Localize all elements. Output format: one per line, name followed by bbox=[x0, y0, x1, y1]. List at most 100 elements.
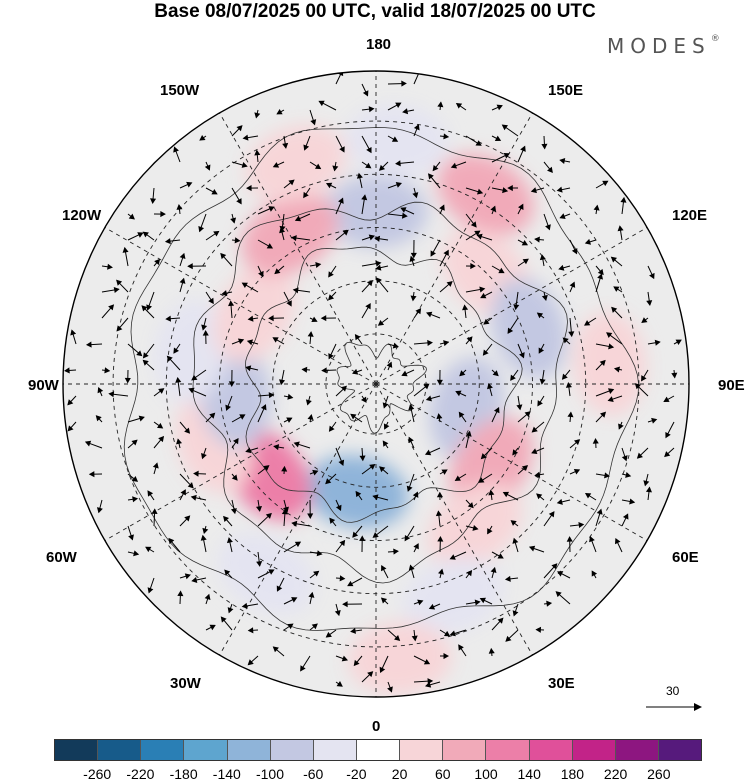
wind-arrow bbox=[465, 524, 479, 531]
brand-text: MODES bbox=[607, 34, 711, 58]
wind-arrow bbox=[395, 160, 415, 167]
wind-arrow bbox=[359, 535, 366, 553]
wind-arrow bbox=[488, 489, 495, 501]
wind-arrow bbox=[439, 204, 445, 215]
wind-arrow bbox=[242, 134, 259, 141]
anomaly-patch bbox=[348, 622, 452, 695]
wind-arrow bbox=[561, 369, 571, 380]
wind-arrow bbox=[410, 291, 417, 302]
colorbar-box bbox=[355, 740, 400, 760]
wind-arrow bbox=[647, 417, 658, 424]
wind-arrow bbox=[458, 411, 467, 423]
wind-arrow bbox=[283, 541, 302, 553]
wind-arrow bbox=[593, 204, 600, 215]
wind-arrow bbox=[465, 499, 474, 509]
wind-arrow bbox=[70, 329, 77, 345]
wind-arrow bbox=[193, 470, 207, 477]
wind-arrow bbox=[534, 471, 545, 478]
wind-arrow bbox=[153, 258, 161, 267]
wind-arrow bbox=[559, 213, 571, 219]
wind-arrow bbox=[254, 109, 261, 119]
wind-arrow bbox=[356, 172, 363, 189]
colorbar-box bbox=[571, 740, 615, 760]
wind-arrow bbox=[432, 161, 441, 172]
wind-arrow bbox=[584, 317, 597, 326]
wind-arrow bbox=[424, 447, 441, 456]
wind-arrow bbox=[567, 411, 574, 423]
wind-arrow bbox=[179, 473, 194, 489]
wind-arrow bbox=[426, 311, 441, 319]
wind-arrow bbox=[245, 365, 259, 372]
wind-arrow bbox=[566, 536, 573, 553]
wind-arrow bbox=[279, 369, 286, 386]
wind-arrow bbox=[382, 395, 389, 409]
wind-arrow bbox=[231, 473, 238, 481]
wind-arrow bbox=[332, 161, 339, 172]
wind-arrow bbox=[543, 213, 551, 231]
wind-arrow bbox=[309, 161, 322, 170]
wind-arrow bbox=[108, 391, 129, 398]
wind-arrow bbox=[406, 473, 415, 492]
wind-arrow bbox=[413, 339, 433, 346]
colorbar-tick-label: -180 bbox=[169, 766, 198, 782]
wind-arrow bbox=[127, 473, 139, 482]
wind-arrow bbox=[254, 149, 261, 163]
wind-arrow bbox=[455, 390, 467, 397]
colorbar-tick-label: 20 bbox=[391, 766, 408, 782]
wind-arrow bbox=[647, 339, 661, 346]
wind-arrow bbox=[439, 249, 449, 267]
wind-arrow bbox=[517, 145, 526, 163]
wind-arrow bbox=[465, 569, 473, 579]
wind-arrow bbox=[300, 655, 311, 672]
lon-label-30e: 30E bbox=[548, 675, 575, 692]
wind-arrow bbox=[613, 286, 623, 293]
wind-arrow bbox=[231, 125, 243, 137]
wind-arrow bbox=[387, 212, 408, 219]
wind-arrow bbox=[361, 194, 368, 215]
wind-arrow bbox=[205, 624, 216, 631]
colorbar-tick-label: -20 bbox=[346, 766, 367, 782]
wind-arrow bbox=[412, 187, 419, 199]
wind-arrow bbox=[437, 101, 444, 111]
wind-arrow bbox=[230, 499, 237, 515]
colorbar-tick-label: 140 bbox=[517, 766, 541, 782]
vector-reference-value: 30 bbox=[666, 684, 680, 698]
wind-arrow bbox=[179, 515, 191, 527]
wind-arrow bbox=[124, 369, 131, 384]
lon-label-120w: 120W bbox=[62, 207, 102, 224]
wind-arrow bbox=[101, 367, 111, 374]
wind-arrow bbox=[387, 681, 393, 693]
wind-arrow bbox=[255, 499, 263, 512]
wind-arrow bbox=[491, 551, 504, 559]
wind-arrow bbox=[257, 404, 267, 423]
wind-arrow bbox=[307, 414, 314, 423]
wind-arrow bbox=[281, 508, 288, 527]
wind-arrow bbox=[375, 277, 389, 293]
wind-arrow bbox=[309, 623, 318, 631]
wind-arrow bbox=[504, 575, 519, 582]
wind-arrow bbox=[374, 235, 389, 242]
wind-arrow bbox=[67, 421, 77, 432]
wind-arrow bbox=[257, 465, 270, 475]
wind-arrow bbox=[204, 161, 211, 171]
wind-arrow bbox=[179, 181, 193, 189]
wind-arrow bbox=[606, 332, 623, 345]
wind-arrow bbox=[335, 539, 346, 553]
lon-label-180: 180 bbox=[366, 36, 392, 53]
colorbar-tick-label: 60 bbox=[435, 766, 451, 782]
lon-label-90e: 90E bbox=[718, 377, 745, 394]
wind-arrow bbox=[502, 491, 519, 501]
wind-arrow bbox=[328, 421, 337, 432]
wind-arrow bbox=[201, 447, 207, 460]
wind-arrow bbox=[361, 83, 369, 97]
wind-arrow bbox=[408, 436, 415, 449]
colorbar-box bbox=[55, 740, 98, 760]
wind-arrow bbox=[335, 197, 344, 215]
wind-arrow bbox=[479, 597, 493, 605]
wind-arrow bbox=[241, 602, 259, 609]
colorbar-box bbox=[614, 740, 658, 760]
wind-arrow bbox=[359, 447, 366, 462]
wind-arrow bbox=[671, 369, 678, 379]
wind-arrow bbox=[247, 627, 259, 634]
colorbar-box bbox=[226, 740, 270, 760]
